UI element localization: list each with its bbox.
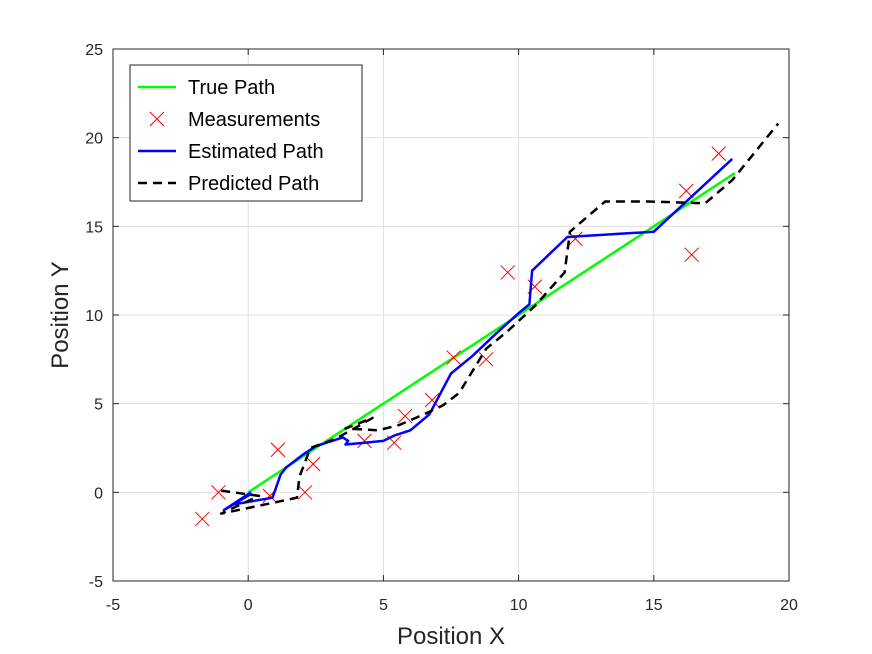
measurement-point <box>397 408 413 424</box>
measurement-point <box>684 247 700 263</box>
x-axis-label: Position X <box>397 623 505 650</box>
x-axis-ticks: -5 0 5 10 15 20 <box>106 49 798 614</box>
measurement-point <box>194 511 210 527</box>
x-tick-label: 15 <box>645 597 663 614</box>
true-path-line <box>247 172 736 494</box>
y-tick-label: 0 <box>94 485 103 502</box>
y-tick-label: 20 <box>85 131 103 148</box>
y-tick-label: 5 <box>94 397 103 414</box>
series-estimated-path <box>222 157 734 512</box>
measurement-point <box>500 265 516 280</box>
legend-label: Estimated Path <box>188 141 324 163</box>
x-tick-label: 20 <box>780 597 798 614</box>
legend: True Path Measurements Estimated Path Predi… <box>129 64 363 202</box>
legend-label: Predicted Path <box>188 173 319 195</box>
y-axis-label: Position Y <box>47 261 74 369</box>
legend-item-true-path: True Path <box>138 77 275 99</box>
x-tick-label: 10 <box>510 597 528 614</box>
legend-label: True Path <box>188 77 275 99</box>
predicted-path-line <box>219 122 780 515</box>
y-tick-label: 25 <box>85 42 103 59</box>
estimated-path-line <box>222 157 734 512</box>
y-tick-label: 15 <box>85 219 103 236</box>
measurement-point <box>446 350 462 365</box>
measurement-point <box>211 484 226 500</box>
x-tick-label: 5 <box>379 597 388 614</box>
series-true-path <box>247 172 736 494</box>
legend-swatch <box>149 111 165 127</box>
measurement-point <box>270 442 286 458</box>
measurement-point <box>305 456 321 472</box>
series-predicted-path <box>219 122 780 515</box>
measurement-point <box>297 484 313 500</box>
legend-item-estimated-path: Estimated Path <box>138 141 324 163</box>
measurement-point <box>357 433 372 449</box>
legend-item-predicted-path: Predicted Path <box>138 173 319 195</box>
x-tick-label: 0 <box>244 597 253 614</box>
x-tick-label: -5 <box>106 597 120 614</box>
measurement-point <box>711 146 727 161</box>
series-layer <box>194 122 780 527</box>
measurement-point <box>478 351 494 367</box>
y-tick-label: 10 <box>85 308 103 325</box>
legend-item-measurements: Measurements <box>149 109 320 131</box>
measurement-point <box>424 392 440 408</box>
legend-label: Measurements <box>188 109 320 131</box>
y-axis-ticks: -5 0 5 10 15 20 25 <box>85 42 789 591</box>
y-tick-label: -5 <box>89 574 103 591</box>
